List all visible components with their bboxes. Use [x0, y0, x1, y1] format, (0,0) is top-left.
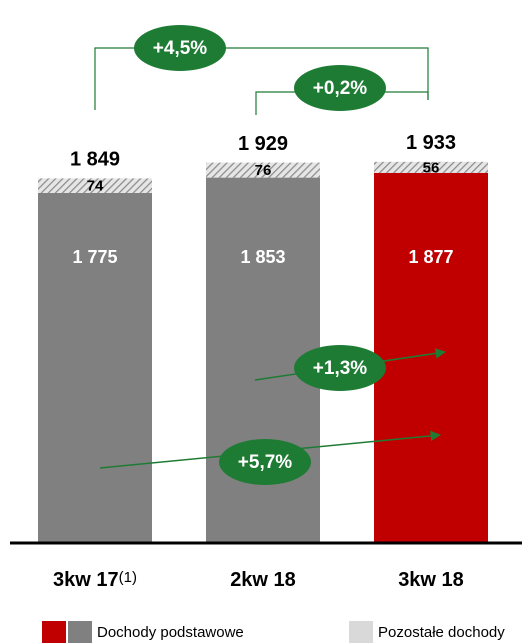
- total-label: 1 929: [238, 133, 288, 155]
- category: 2kw 18: [230, 569, 296, 591]
- footnote-marker: (1): [119, 569, 137, 586]
- x-tick-label: 3kw 18: [398, 569, 464, 591]
- bar-segment: [38, 178, 152, 193]
- annotation: +0,2%: [313, 78, 368, 99]
- annotation-bubble: [219, 439, 311, 485]
- annotation-bubble: [134, 25, 226, 71]
- value-label: 76: [255, 162, 272, 179]
- bar-segment: [206, 162, 320, 178]
- annotation-bubble: [294, 65, 386, 111]
- total-label: 1 849: [70, 149, 120, 171]
- x-tick-label: 3kw 17(1): [53, 569, 137, 591]
- legend-swatch: [349, 621, 373, 643]
- value-label: 1 877: [408, 247, 453, 267]
- legend-label: Pozostałe dochody: [378, 624, 505, 641]
- legend-label: Dochody podstawowe: [97, 624, 244, 641]
- annotation: +1,3%: [313, 358, 368, 379]
- bar-segment: [38, 192, 152, 543]
- legend-swatch: [68, 621, 92, 643]
- legend-swatch: [42, 621, 66, 643]
- value-label: 1 775: [72, 247, 117, 267]
- annotation-bubble: [294, 345, 386, 391]
- annotation: +5,7%: [238, 452, 293, 473]
- bar-segment: [374, 172, 488, 544]
- value-label: 56: [423, 159, 440, 176]
- value-label: 74: [87, 178, 104, 195]
- x-tick-label: 2kw 18: [230, 569, 296, 591]
- category: 3kw 17: [53, 569, 119, 591]
- annotation: +4,5%: [153, 38, 208, 59]
- bracket: [94, 47, 429, 110]
- value-label: 1 853: [240, 247, 285, 267]
- bar-segment: [374, 161, 488, 173]
- total-label: 1 933: [406, 132, 456, 154]
- category: 3kw 18: [398, 569, 464, 591]
